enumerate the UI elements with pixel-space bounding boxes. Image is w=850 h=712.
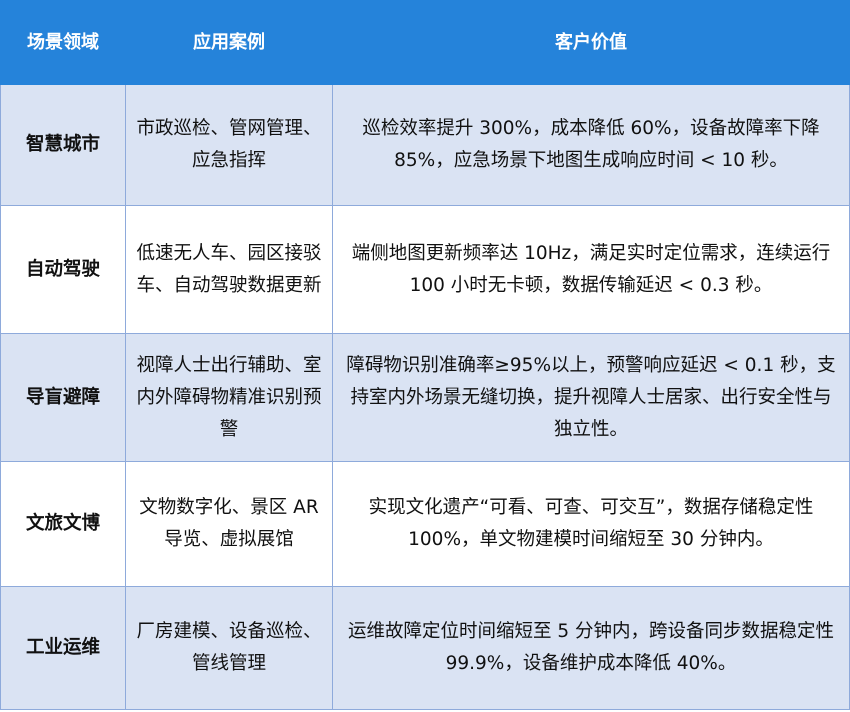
table-row: 导盲避障 视障人士出行辅助、室内外障碍物精准识别预警 障碍物识别准确率≥95%以… bbox=[0, 333, 850, 462]
value-cell: 障碍物识别准确率≥95%以上，预警响应延迟 < 0.1 秒，支持室内外场景无缝切… bbox=[332, 333, 850, 462]
cases-cell: 市政巡检、管网管理、应急指挥 bbox=[125, 84, 333, 206]
header-value: 客户价值 bbox=[332, 0, 850, 85]
table-row: 工业运维 厂房建模、设备巡检、管线管理 运维故障定位时间缩短至 5 分钟内，跨设… bbox=[0, 586, 850, 710]
table-row: 自动驾驶 低速无人车、园区接驳车、自动驾驶数据更新 端侧地图更新频率达 10Hz… bbox=[0, 205, 850, 334]
area-cell: 自动驾驶 bbox=[0, 205, 126, 334]
header-cases: 应用案例 bbox=[125, 0, 333, 85]
value-cell: 实现文化遗产“可看、可查、可交互”，数据存储稳定性 100%，单文物建模时间缩短… bbox=[332, 461, 850, 587]
area-cell: 工业运维 bbox=[0, 586, 126, 710]
area-cell: 导盲避障 bbox=[0, 333, 126, 462]
cases-cell: 视障人士出行辅助、室内外障碍物精准识别预警 bbox=[125, 333, 333, 462]
value-cell: 运维故障定位时间缩短至 5 分钟内，跨设备同步数据稳定性 99.9%，设备维护成… bbox=[332, 586, 850, 710]
cases-cell: 文物数字化、景区 AR 导览、虚拟展馆 bbox=[125, 461, 333, 587]
header-row: 场景领域 应用案例 客户价值 bbox=[0, 0, 850, 85]
table-row: 文旅文博 文物数字化、景区 AR 导览、虚拟展馆 实现文化遗产“可看、可查、可交… bbox=[0, 461, 850, 587]
area-cell: 文旅文博 bbox=[0, 461, 126, 587]
area-cell: 智慧城市 bbox=[0, 84, 126, 206]
cases-cell: 厂房建模、设备巡检、管线管理 bbox=[125, 586, 333, 710]
value-cell: 端侧地图更新频率达 10Hz，满足实时定位需求，连续运行 100 小时无卡顿，数… bbox=[332, 205, 850, 334]
value-cell: 巡检效率提升 300%，成本降低 60%，设备故障率下降 85%，应急场景下地图… bbox=[332, 84, 850, 206]
table-row: 智慧城市 市政巡检、管网管理、应急指挥 巡检效率提升 300%，成本降低 60%… bbox=[0, 84, 850, 206]
header-area: 场景领域 bbox=[0, 0, 126, 85]
cases-cell: 低速无人车、园区接驳车、自动驾驶数据更新 bbox=[125, 205, 333, 334]
